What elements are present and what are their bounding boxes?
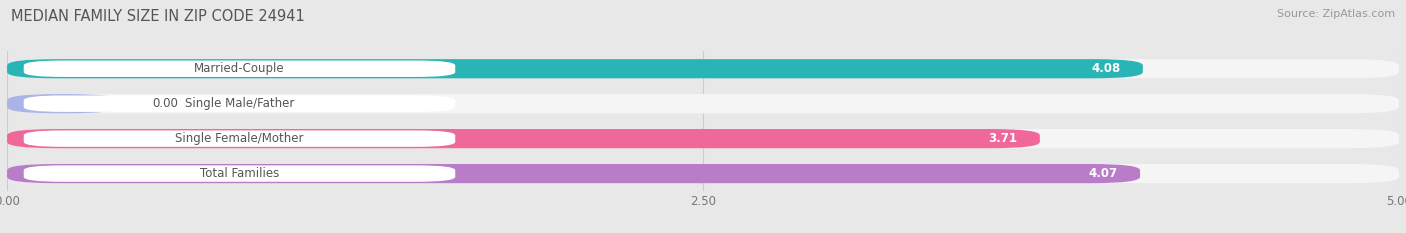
FancyBboxPatch shape	[7, 129, 1399, 148]
FancyBboxPatch shape	[7, 94, 1399, 113]
Text: MEDIAN FAMILY SIZE IN ZIP CODE 24941: MEDIAN FAMILY SIZE IN ZIP CODE 24941	[11, 9, 305, 24]
Text: 3.71: 3.71	[988, 132, 1018, 145]
Text: Single Male/Father: Single Male/Father	[184, 97, 294, 110]
Text: 4.07: 4.07	[1088, 167, 1118, 180]
FancyBboxPatch shape	[24, 96, 456, 112]
FancyBboxPatch shape	[7, 59, 1143, 78]
FancyBboxPatch shape	[7, 164, 1399, 183]
Text: Married-Couple: Married-Couple	[194, 62, 285, 75]
FancyBboxPatch shape	[24, 130, 456, 147]
FancyBboxPatch shape	[7, 59, 1399, 78]
Text: Total Families: Total Families	[200, 167, 280, 180]
Text: 4.08: 4.08	[1091, 62, 1121, 75]
FancyBboxPatch shape	[7, 94, 118, 113]
Text: Source: ZipAtlas.com: Source: ZipAtlas.com	[1277, 9, 1395, 19]
FancyBboxPatch shape	[7, 129, 1040, 148]
Text: 0.00: 0.00	[152, 97, 177, 110]
Text: Single Female/Mother: Single Female/Mother	[176, 132, 304, 145]
FancyBboxPatch shape	[24, 165, 456, 182]
FancyBboxPatch shape	[24, 61, 456, 77]
FancyBboxPatch shape	[7, 164, 1140, 183]
